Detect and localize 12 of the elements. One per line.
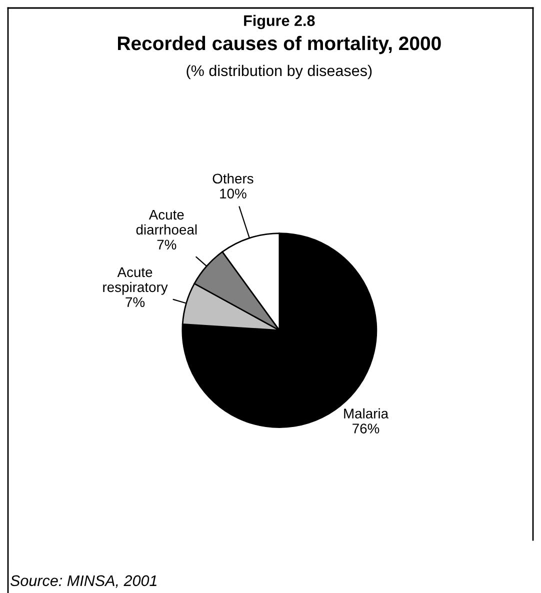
- text: (% distribution by diseases): [186, 64, 372, 80]
- data-label: 10%: [220, 188, 246, 198]
- chart-subtitle: Recorded causes of mortality, 2000: [118, 36, 441, 54]
- data-label: 76%: [352, 424, 380, 434]
- slice-label: Acute diarrhoeal: [136, 210, 197, 235]
- data-label: 7%: [157, 240, 176, 250]
- data-label: 7%: [126, 297, 145, 307]
- source-note: Source: MINSA, 2001: [10, 575, 156, 588]
- slice-label: Acute respiratory: [103, 267, 168, 295]
- slice-label: Others: [212, 173, 254, 184]
- slice-label: Malaria: [344, 408, 389, 418]
- chart-title: Figure 2.8: [244, 14, 315, 30]
